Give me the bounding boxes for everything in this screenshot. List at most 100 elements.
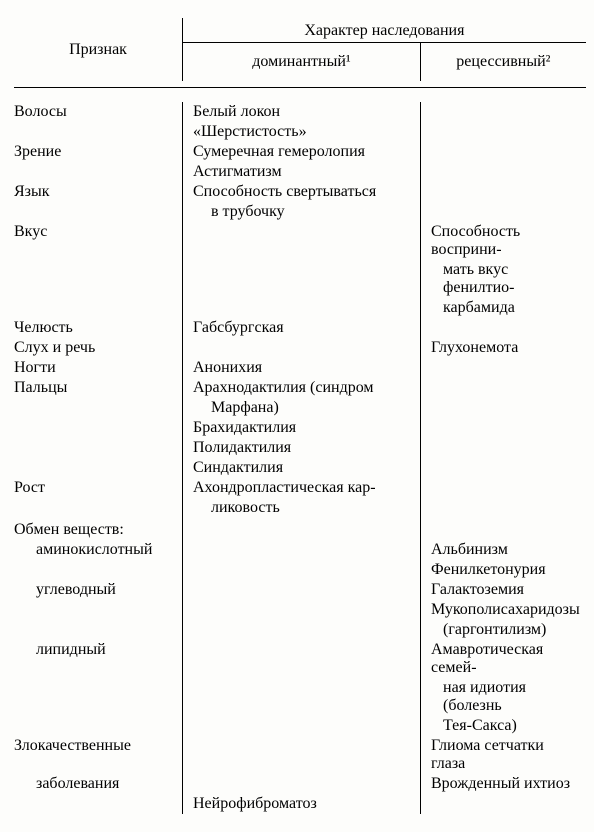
recessive-cell [420, 358, 586, 378]
trait-cell: Зрение [14, 142, 182, 162]
header-dominant: доминантный¹ [182, 42, 420, 81]
recessive-cell: Фенилкетонурия [420, 560, 586, 580]
trait-cell [14, 498, 182, 518]
recessive-cell [420, 478, 586, 498]
recessive-cell [420, 498, 586, 518]
trait-cell [14, 260, 182, 298]
dominant-cell [182, 580, 420, 600]
header-trait-label: Признак [69, 41, 127, 59]
dominant-cell: Сумеречная гемеролопия [182, 142, 420, 162]
trait-cell [14, 678, 182, 716]
dominant-cell [182, 600, 420, 620]
trait-cell: Ногти [14, 358, 182, 378]
trait-cell [14, 202, 182, 222]
trait-cell: Волосы [14, 102, 182, 122]
dominant-cell [182, 298, 420, 318]
recessive-cell [420, 182, 586, 202]
dominant-cell [182, 520, 420, 540]
dominant-cell [182, 540, 420, 560]
dominant-cell: Полидактилия [182, 438, 420, 458]
dominant-cell: Арахнодактилия (синдром [182, 378, 420, 398]
dominant-cell [182, 678, 420, 716]
trait-cell [14, 620, 182, 640]
trait-cell: углеводный [14, 580, 182, 600]
dominant-cell [182, 716, 420, 736]
dominant-cell: Способность свертываться [182, 182, 420, 202]
trait-cell [14, 458, 182, 478]
recessive-cell: карбамида [420, 298, 586, 318]
dominant-cell: Астигматизм [182, 162, 420, 182]
dominant-cell: «Шерстистость» [182, 122, 420, 142]
recessive-cell [420, 202, 586, 222]
dominant-cell: ликовость [182, 498, 420, 518]
recessive-cell [420, 458, 586, 478]
dominant-cell [182, 338, 420, 358]
inheritance-table: Признак Характер наследования доминантны… [14, 18, 580, 814]
recessive-cell: Тея-Сакса) [420, 716, 586, 736]
dominant-cell: Нейрофиброматоз [182, 794, 420, 814]
header-rule [14, 87, 586, 88]
dominant-cell: Габсбургская [182, 318, 420, 338]
recessive-cell: ная идиотия (болезнь [420, 678, 586, 716]
dominant-cell: Марфана) [182, 398, 420, 418]
dominant-cell [182, 260, 420, 298]
recessive-cell [420, 102, 586, 122]
dominant-cell [182, 736, 420, 774]
recessive-cell [420, 398, 586, 418]
dominant-cell: Белый локон [182, 102, 420, 122]
trait-cell: липидный [14, 640, 182, 678]
dominant-cell: Брахидактилия [182, 418, 420, 438]
recessive-cell: Амавротическая семей- [420, 640, 586, 678]
recessive-cell: Врожденный ихтиоз [420, 774, 586, 794]
trait-cell: аминокислотный [14, 540, 182, 560]
trait-cell [14, 122, 182, 142]
dominant-cell: Ахондропластическая кар- [182, 478, 420, 498]
trait-cell: Слух и речь [14, 338, 182, 358]
recessive-cell [420, 438, 586, 458]
recessive-cell: Альбинизм [420, 540, 586, 560]
trait-cell [14, 560, 182, 580]
recessive-cell [420, 794, 586, 814]
recessive-cell [420, 122, 586, 142]
recessive-cell [420, 318, 586, 338]
header-inheritance: Характер наследования [182, 18, 586, 42]
recessive-cell: Мукополисахаридозы [420, 600, 586, 620]
dominant-cell [182, 222, 420, 260]
recessive-cell [420, 520, 586, 540]
recessive-cell [420, 142, 586, 162]
recessive-cell [420, 418, 586, 438]
dominant-cell: Анонихия [182, 358, 420, 378]
recessive-cell: Глиома сетчатки глаза [420, 736, 586, 774]
dominant-cell [182, 640, 420, 678]
recessive-cell: мать вкус фенилтио- [420, 260, 586, 298]
recessive-cell: Галактоземия [420, 580, 586, 600]
trait-cell [14, 600, 182, 620]
trait-cell [14, 716, 182, 736]
trait-cell: Пальцы [14, 378, 182, 398]
dominant-cell [182, 560, 420, 580]
recessive-cell [420, 162, 586, 182]
recessive-cell: Способность восприни- [420, 222, 586, 260]
trait-cell [14, 398, 182, 418]
trait-cell: Злокачественные [14, 736, 182, 774]
trait-cell: Рост [14, 478, 182, 498]
dominant-cell [182, 620, 420, 640]
dominant-cell [182, 774, 420, 794]
recessive-cell: (гаргонтилизм) [420, 620, 586, 640]
trait-cell [14, 162, 182, 182]
recessive-cell: Глухонемота [420, 338, 586, 358]
trait-cell: Вкус [14, 222, 182, 260]
trait-cell [14, 438, 182, 458]
trait-cell [14, 418, 182, 438]
trait-cell: заболевания [14, 774, 182, 794]
trait-cell [14, 298, 182, 318]
trait-cell: Обмен веществ: [14, 520, 182, 540]
recessive-cell [420, 378, 586, 398]
trait-cell: Язык [14, 182, 182, 202]
header-recessive: рецессивный² [420, 42, 586, 81]
dominant-cell: Синдактилия [182, 458, 420, 478]
trait-cell [14, 794, 182, 814]
header-trait: Признак [14, 18, 182, 81]
dominant-cell: в трубочку [182, 202, 420, 222]
trait-cell: Челюсть [14, 318, 182, 338]
